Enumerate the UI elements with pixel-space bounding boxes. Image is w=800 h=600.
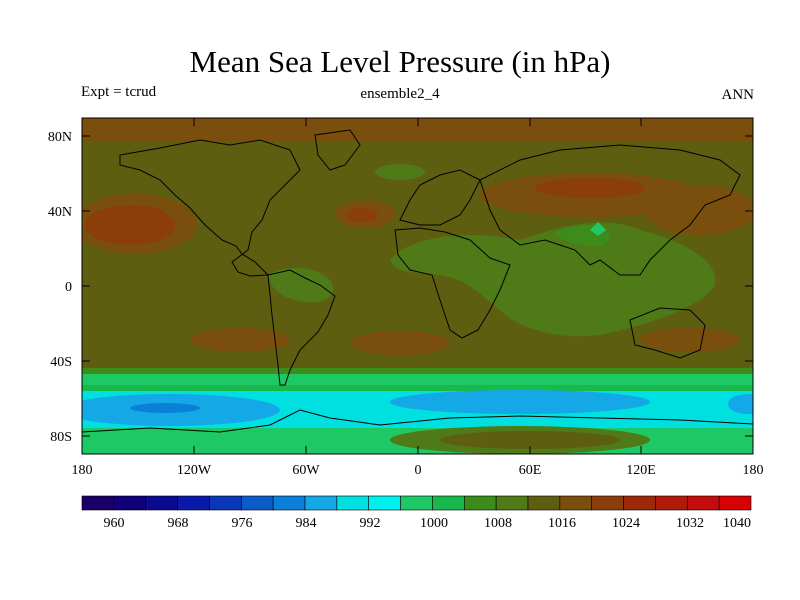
colorbar-swatch — [718, 495, 752, 511]
colorbar-swatch — [655, 495, 688, 511]
coast-antarctica — [82, 409, 753, 433]
colorbar-swatch — [559, 495, 593, 511]
colorbar-swatch — [336, 495, 370, 511]
field-asia-1028 — [535, 178, 645, 198]
colorbar-label: 1040 — [723, 516, 751, 531]
longitude-axis: 180 120W 60W 0 60E 120E 180 — [72, 118, 764, 478]
field-atl-1028 — [346, 208, 378, 222]
field-spac-1024 — [190, 328, 290, 352]
colorbar-labels: 960 968 976 984 992 1000 1008 1016 1024 … — [104, 516, 752, 531]
pressure-field — [82, 118, 753, 454]
coast-africa — [394, 227, 511, 339]
colorbar-label: 984 — [296, 516, 317, 531]
colorbar-swatch — [145, 495, 178, 511]
colorbar-label: 1032 — [676, 516, 704, 531]
colorbar-swatch — [272, 495, 306, 511]
field-saus-1024 — [640, 328, 740, 352]
colorbar-swatch — [81, 495, 115, 511]
field-npac-1028 — [85, 205, 175, 245]
coast-north-america — [119, 139, 301, 277]
field-japan-1024 — [645, 185, 753, 235]
field-greenland-1012 — [375, 164, 425, 180]
lon-tick-label: 120W — [177, 463, 212, 478]
colorbar-swatch — [240, 495, 274, 511]
lat-tick-label: 80S — [50, 430, 72, 445]
lon-tick-label: 180 — [743, 463, 764, 478]
season-label: ANN — [721, 87, 755, 103]
coast-south-america — [267, 269, 336, 386]
field-ant-1016 — [440, 431, 620, 449]
lat-tick-label: 40N — [48, 205, 72, 220]
field-samerica-1012 — [268, 268, 334, 303]
colorbar-swatch — [495, 495, 529, 511]
colorbar-label: 968 — [168, 516, 189, 531]
coast-australia — [629, 307, 706, 359]
colorbar-swatch — [527, 495, 561, 511]
lon-tick-label: 0 — [415, 463, 422, 478]
colorbar-label: 1024 — [612, 516, 640, 531]
colorbar-swatch — [304, 495, 338, 511]
lon-tick-label: 60W — [292, 463, 320, 478]
lat-tick-label: 80N — [48, 130, 72, 145]
lon-tick-label: 180 — [72, 463, 93, 478]
lon-tick-label: 120E — [626, 463, 656, 478]
coast-greenland — [314, 129, 361, 171]
colorbar-label: 960 — [104, 516, 125, 531]
colorbar-swatch — [400, 495, 433, 511]
colorbar-label: 976 — [232, 516, 253, 531]
colorbar — [81, 495, 752, 511]
colorbar-swatch — [623, 495, 656, 511]
lat-tick-label: 0 — [65, 280, 72, 295]
colorbar-swatch — [113, 495, 147, 511]
field-so-992-east — [728, 394, 753, 414]
field-so-1000 — [82, 385, 753, 391]
ensemble-label: ensemble2_4 — [360, 86, 440, 102]
field-so-1004 — [82, 374, 753, 386]
coastlines — [82, 129, 753, 433]
colorbar-swatch — [177, 495, 210, 511]
colorbar-swatch — [432, 495, 465, 511]
colorbar-label: 1008 — [484, 516, 512, 531]
colorbar-swatch — [591, 495, 624, 511]
coast-asia — [479, 144, 741, 276]
field-so-988-pac — [130, 403, 200, 413]
latitude-axis: 80N 40N 0 40S 80S — [48, 130, 753, 445]
colorbar-label: 1000 — [420, 516, 448, 531]
lon-tick-label: 60E — [519, 463, 542, 478]
colorbar-swatch — [209, 495, 242, 511]
field-sindian-1024 — [350, 331, 450, 355]
colorbar-swatch — [686, 495, 720, 511]
field-tibet-1008 — [590, 222, 606, 236]
colorbar-swatch — [368, 495, 401, 511]
field-so-992-ind — [390, 390, 650, 414]
colorbar-swatch — [463, 495, 497, 511]
lat-tick-label: 40S — [50, 355, 72, 370]
field-asia-1012 — [390, 222, 716, 337]
map-title: Mean Sea Level Pressure (in hPa) — [189, 44, 611, 79]
colorbar-label: 992 — [360, 516, 381, 531]
colorbar-label: 1016 — [548, 516, 576, 531]
experiment-label: Expt = tcrud — [81, 84, 157, 100]
